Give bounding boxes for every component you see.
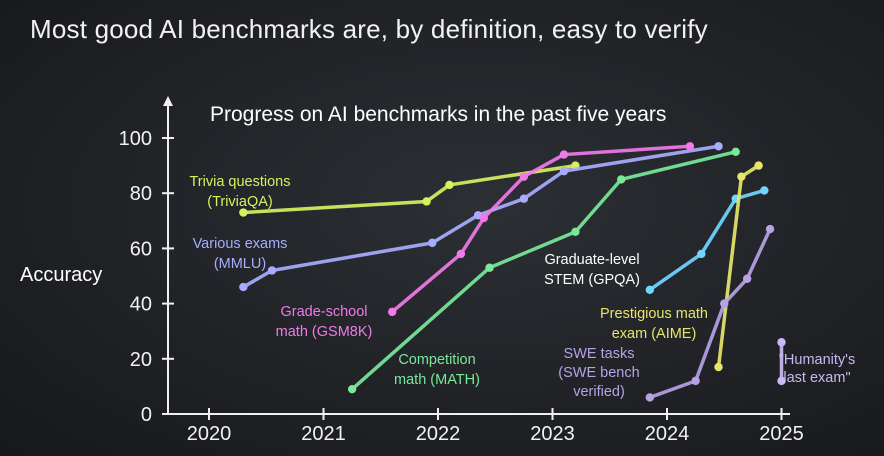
series-label-7: "Humanity's last exam" xyxy=(779,352,855,386)
data-point xyxy=(428,238,437,248)
y-axis-label: Accuracy xyxy=(20,264,102,286)
data-point xyxy=(388,307,397,317)
series-label-line: SWE tasks xyxy=(564,346,635,362)
series-label-line: Trivia questions xyxy=(189,174,290,190)
data-point xyxy=(645,285,655,294)
series-line xyxy=(390,144,692,314)
x-tick-label: 2024 xyxy=(645,423,690,445)
series-3 xyxy=(347,147,740,394)
series-0 xyxy=(239,161,580,217)
data-point xyxy=(347,384,357,394)
series-label-line: math (MATH) xyxy=(394,372,480,388)
series-label-line: Prestigious math xyxy=(600,306,708,322)
data-point xyxy=(754,161,763,170)
series-label-line: (TriviaQA) xyxy=(207,194,273,210)
data-point xyxy=(571,227,580,237)
series-label-line: last exam" xyxy=(783,370,850,386)
x-tick-label: 2021 xyxy=(301,423,346,445)
data-point xyxy=(422,197,431,206)
y-tick-label: 40 xyxy=(130,294,152,316)
x-tick-label: 2025 xyxy=(759,423,804,445)
data-point xyxy=(685,142,695,151)
data-point xyxy=(765,224,775,234)
x-tick-label: 2023 xyxy=(530,423,575,445)
chart-title: Progress on AI benchmarks in the past fi… xyxy=(210,103,666,126)
series-label-line: Competition xyxy=(398,352,475,368)
y-tick-label: 60 xyxy=(130,238,152,260)
x-tick-label: 2022 xyxy=(416,423,461,445)
series-label-line: STEM (GPQA) xyxy=(544,272,640,288)
series-label-3: Competition math (MATH) xyxy=(394,352,480,388)
data-point xyxy=(239,208,248,217)
series-label-line: Graduate-level xyxy=(544,252,639,268)
series-label-line: "Humanity's xyxy=(779,352,855,368)
y-axis-arrow xyxy=(163,96,173,106)
series-line xyxy=(241,163,578,215)
y-tick-label: 0 xyxy=(141,404,152,426)
series-label-2: Grade-school math (GSM8K) xyxy=(276,304,373,340)
series-label-5: Prestigious math exam (AIME) xyxy=(600,306,708,342)
data-point xyxy=(479,213,488,223)
series-1 xyxy=(239,142,723,292)
data-point xyxy=(617,175,626,184)
series-2 xyxy=(388,142,695,317)
data-point xyxy=(720,299,729,308)
data-point xyxy=(485,263,494,272)
data-point xyxy=(777,338,786,347)
series-label-line: Various exams xyxy=(193,236,288,252)
slide-title: Most good AI benchmarks are, by definiti… xyxy=(30,14,708,44)
y-tick-label: 100 xyxy=(119,128,152,150)
data-point xyxy=(737,172,746,181)
series-7 xyxy=(777,338,786,386)
data-point xyxy=(777,376,786,386)
series-label-line: (MMLU) xyxy=(214,256,266,272)
data-point xyxy=(714,142,723,151)
x-tick-label: 2020 xyxy=(187,423,232,445)
series-label-4: Graduate-level STEM (GPQA) xyxy=(544,252,640,288)
data-point xyxy=(519,172,529,181)
series-label-1: Various exams (MMLU) xyxy=(193,236,288,272)
series-label-line: math (GSM8K) xyxy=(276,324,373,340)
series-label-line: Grade-school xyxy=(280,304,367,320)
data-point xyxy=(456,249,466,259)
series-labels: Trivia questions (TriviaQA) Various exams (… xyxy=(189,174,855,400)
data-point xyxy=(731,147,740,156)
series-label-6: SWE tasks (SWE bench verified) xyxy=(558,346,639,400)
series-6 xyxy=(645,224,775,402)
series-layer xyxy=(239,142,786,402)
series-label-line: exam (AIME) xyxy=(612,326,697,342)
series-label-0: Trivia questions (TriviaQA) xyxy=(189,174,290,210)
data-point xyxy=(760,186,769,195)
data-point xyxy=(267,266,277,275)
y-tick-label: 20 xyxy=(130,349,152,371)
axes: 0 20 40 60 80 100 2020 2021 2022 2023 2024 2025 xyxy=(119,96,804,445)
data-point xyxy=(239,282,248,292)
series-label-line: (SWE bench xyxy=(558,365,639,381)
data-point xyxy=(742,274,752,283)
data-point xyxy=(559,150,569,159)
series-label-line: verified) xyxy=(573,384,625,400)
data-point xyxy=(445,180,454,190)
data-point xyxy=(691,376,700,386)
series-line xyxy=(648,188,767,292)
data-point xyxy=(697,249,706,259)
y-tick-label: 80 xyxy=(130,183,152,205)
data-point xyxy=(559,166,569,176)
data-point xyxy=(519,194,529,203)
data-point xyxy=(714,362,723,372)
data-point xyxy=(645,393,655,402)
